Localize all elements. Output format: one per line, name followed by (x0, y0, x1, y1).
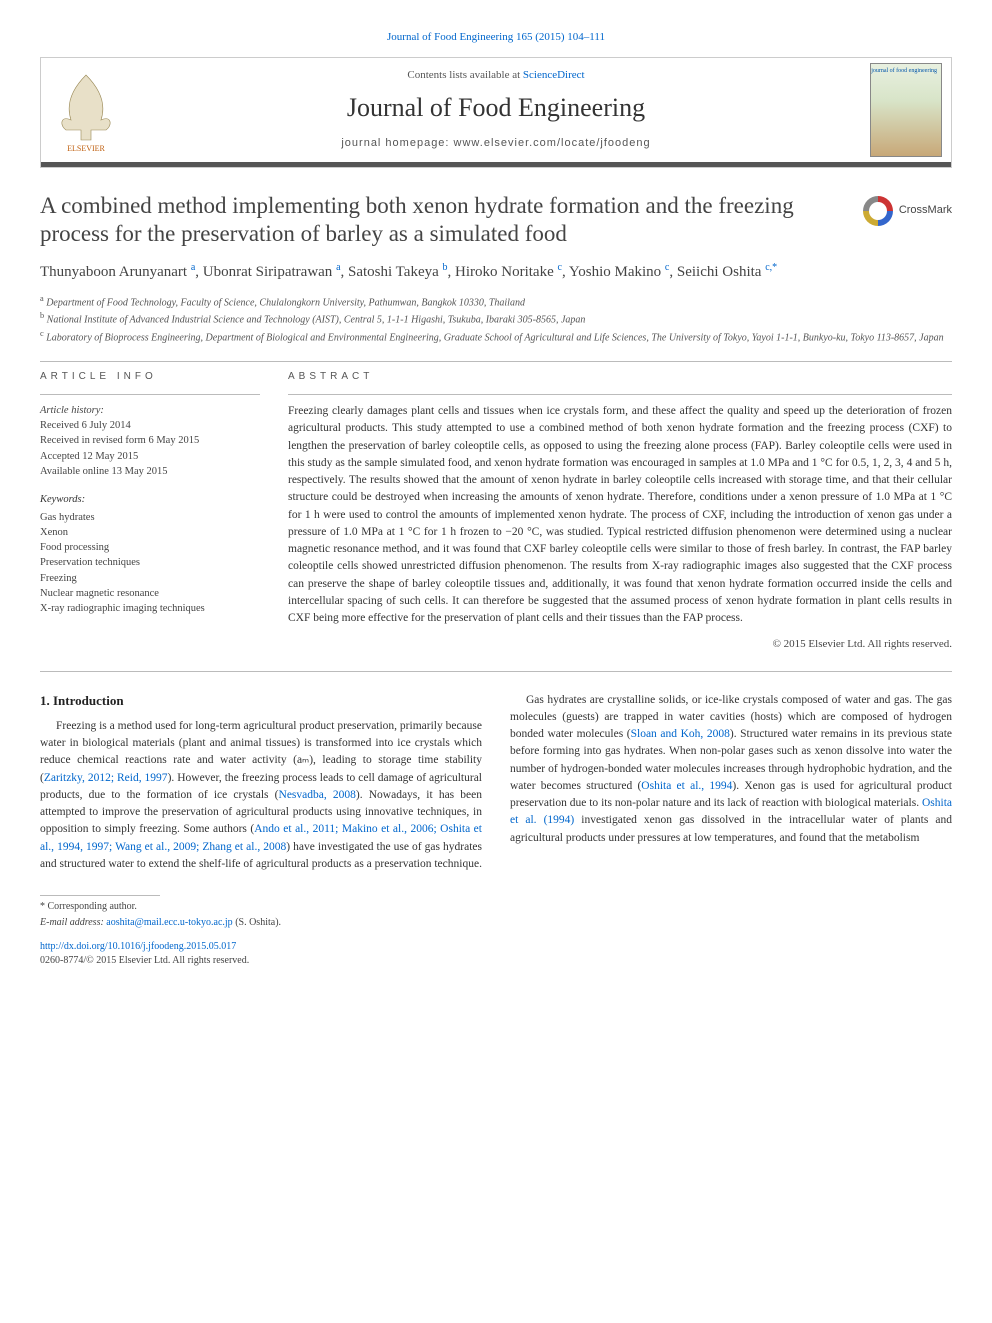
ref-link[interactable]: Oshita et al., 1994 (641, 780, 732, 792)
history-online: Available online 13 May 2015 (40, 464, 260, 479)
affiliation-a: a Department of Food Technology, Faculty… (40, 293, 952, 310)
affiliation-b: b National Institute of Advanced Industr… (40, 310, 952, 327)
header-rule (41, 162, 951, 167)
keyword: Food processing (40, 540, 260, 555)
email-label: E-mail address: (40, 917, 106, 928)
ref-link[interactable]: Sloan and Koh, 2008 (631, 728, 730, 740)
affiliation-c: c Laboratory of Bioprocess Engineering, … (40, 328, 952, 345)
article-title: A combined method implementing both xeno… (40, 192, 820, 250)
header-top-row: ELSEVIER Contents lists available at Sci… (41, 58, 951, 161)
intro-paragraph-1: Freezing is a method used for long-term … (40, 718, 482, 873)
running-head-citation: Journal of Food Engineering 165 (2015) 1… (40, 30, 952, 45)
history-received: Received 6 July 2014 (40, 418, 260, 433)
doi-link[interactable]: http://dx.doi.org/10.1016/j.jfoodeng.201… (40, 941, 236, 952)
homepage-prefix: journal homepage: (341, 137, 453, 149)
doi-line: http://dx.doi.org/10.1016/j.jfoodeng.201… (40, 940, 952, 968)
email-suffix: (S. Oshita). (233, 917, 281, 928)
divider-bottom (40, 671, 952, 672)
corresponding-email-link[interactable]: aoshita@mail.ecc.u-tokyo.ac.jp (106, 917, 232, 928)
elsevier-logo: ELSEVIER (41, 58, 131, 161)
keyword: Freezing (40, 571, 260, 586)
keyword: Preservation techniques (40, 555, 260, 570)
abstract-copyright: © 2015 Elsevier Ltd. All rights reserved… (288, 637, 952, 652)
corresponding-author-note: * Corresponding author. (40, 900, 952, 914)
elsevier-tree-icon: ELSEVIER (51, 65, 121, 155)
crossmark-badge[interactable]: CrossMark (863, 196, 952, 226)
keyword: Gas hydrates (40, 510, 260, 525)
keywords-list: Gas hydrates Xenon Food processing Prese… (40, 510, 260, 617)
info-divider (40, 394, 260, 395)
abstract-divider (288, 394, 952, 395)
body-two-column: 1. Introduction Freezing is a method use… (40, 692, 952, 873)
article-info-label: ARTICLE INFO (40, 370, 260, 384)
author-list: Thunyaboon Arunyanart a, Ubonrat Siripat… (40, 261, 952, 283)
article-head: CrossMark A combined method implementing… (40, 192, 952, 345)
footnote-rule (40, 895, 160, 896)
contents-prefix: Contents lists available at (407, 69, 522, 81)
citation-link[interactable]: Journal of Food Engineering 165 (2015) 1… (387, 31, 605, 43)
elsevier-wordmark: ELSEVIER (67, 144, 105, 153)
divider-top (40, 361, 952, 362)
homepage-url[interactable]: www.elsevier.com/locate/jfoodeng (454, 137, 651, 149)
keyword: Xenon (40, 525, 260, 540)
intro-paragraph-2: Gas hydrates are crystalline solids, or … (510, 692, 952, 847)
contents-available-line: Contents lists available at ScienceDirec… (131, 68, 861, 83)
affiliations: a Department of Food Technology, Faculty… (40, 293, 952, 345)
abstract-column: ABSTRACT Freezing clearly damages plant … (288, 370, 952, 653)
ref-link[interactable]: Nesvadba, 2008 (279, 789, 356, 801)
keywords-heading: Keywords: (40, 493, 260, 508)
header-center: Contents lists available at ScienceDirec… (131, 58, 861, 161)
journal-cover-thumb: journal of food engineering (861, 58, 951, 161)
issn-copyright: 0260-8774/© 2015 Elsevier Ltd. All right… (40, 955, 249, 966)
keyword: Nuclear magnetic resonance (40, 586, 260, 601)
journal-title: Journal of Food Engineering (131, 90, 861, 126)
cover-image: journal of food engineering (870, 63, 942, 157)
info-abstract-row: ARTICLE INFO Article history: Received 6… (40, 370, 952, 653)
footer-block: * Corresponding author. E-mail address: … (40, 895, 952, 968)
ref-link[interactable]: Zaritzky, 2012; Reid, 1997 (44, 772, 168, 784)
history-revised: Received in revised form 6 May 2015 (40, 433, 260, 448)
crossmark-icon (863, 196, 893, 226)
journal-header-block: ELSEVIER Contents lists available at Sci… (40, 57, 952, 167)
journal-homepage-line: journal homepage: www.elsevier.com/locat… (131, 136, 861, 151)
history-accepted: Accepted 12 May 2015 (40, 449, 260, 464)
abstract-label: ABSTRACT (288, 370, 952, 384)
article-history: Article history: Received 6 July 2014 Re… (40, 403, 260, 479)
sciencedirect-link[interactable]: ScienceDirect (523, 69, 585, 81)
article-info-column: ARTICLE INFO Article history: Received 6… (40, 370, 260, 653)
keyword: X-ray radiographic imaging techniques (40, 601, 260, 616)
corresponding-email-line: E-mail address: aoshita@mail.ecc.u-tokyo… (40, 916, 952, 930)
cover-title-text: journal of food engineering (871, 68, 937, 75)
abstract-text: Freezing clearly damages plant cells and… (288, 403, 952, 627)
crossmark-label: CrossMark (899, 203, 952, 218)
section-heading-intro: 1. Introduction (40, 692, 482, 710)
history-heading: Article history: (40, 403, 260, 418)
